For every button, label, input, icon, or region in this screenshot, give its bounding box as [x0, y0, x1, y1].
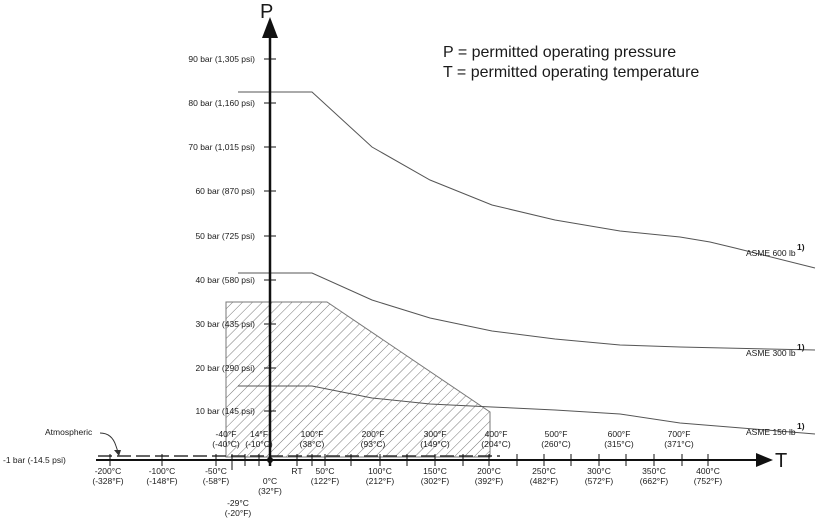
x-label-above: 700°F [668, 429, 691, 439]
t-axis-arrowhead [756, 453, 773, 467]
x-labels-above: -40°F (-40°C) 14°F (-10°C) 100°F (38°C) … [212, 429, 694, 449]
x-label-below: (752°F) [694, 476, 723, 486]
x-label-below: 400°C [696, 466, 720, 476]
y-tick-label: 40 bar (580 psi) [195, 275, 255, 285]
p-axis-label: P [260, 1, 273, 23]
origin-label: 0°C [263, 476, 277, 486]
asme-300-label: ASME 300 lb [746, 348, 796, 358]
asme-150-footnote: 1) [797, 421, 805, 431]
x-label-below: (482°F) [530, 476, 559, 486]
asme-300-footnote: 1) [797, 342, 805, 352]
x-label-above: (93°C) [361, 439, 386, 449]
y-tick-label: 20 bar (290 psi) [195, 363, 255, 373]
y-tick-marks [264, 58, 276, 412]
rt-label: RT [291, 466, 302, 476]
x-label-below: (-328°F) [92, 476, 123, 486]
origin-dot [267, 457, 273, 463]
x-label-below: 350°C [642, 466, 666, 476]
asme-300-curve [238, 272, 816, 351]
x-label-below: (302°F) [421, 476, 450, 486]
x-label-below: (122°F) [311, 476, 340, 486]
x-label-above: (315°C) [604, 439, 634, 449]
x-label-below: -200°C [95, 466, 122, 476]
x-label-below: -100°C [149, 466, 176, 476]
t-axis-label: T [775, 450, 787, 472]
x-label-above: 100°F [301, 429, 324, 439]
origin-label-alt: (32°F) [258, 486, 282, 496]
x-label-below: 300°C [587, 466, 611, 476]
x-label-below: 250°C [532, 466, 556, 476]
x-label-above: (149°C) [420, 439, 450, 449]
p-definition: P = permitted operating pressure [443, 44, 676, 61]
x-label-below: (572°F) [585, 476, 614, 486]
x-label-above: (204°C) [481, 439, 511, 449]
x-label-above: -40°F [216, 429, 237, 439]
x-label-above: 14°F [250, 429, 268, 439]
x-label-below: -29°C [227, 498, 249, 508]
x-label-below: (-148°F) [146, 476, 177, 486]
x-label-above: (-10°C) [245, 439, 273, 449]
x-label-above: (38°C) [300, 439, 325, 449]
y-tick-label: 10 bar (145 psi) [195, 406, 255, 416]
x-label-above: 300°F [424, 429, 447, 439]
x-label-below: (-58°F) [203, 476, 230, 486]
asme-150-curve [238, 385, 816, 435]
asme-600-footnote: 1) [797, 242, 805, 252]
asme-150-label: ASME 150 lb [746, 427, 796, 437]
asme-600-curve [238, 91, 816, 269]
y-tick-label: 50 bar (725 psi) [195, 231, 255, 241]
atmospheric-arrowhead [114, 450, 121, 456]
x-label-above: 600°F [608, 429, 631, 439]
y-tick-label: 70 bar (1,015 psi) [188, 142, 255, 152]
x-label-below: 150°C [423, 466, 447, 476]
x-label-below: -50°C [205, 466, 227, 476]
p-axis-arrowhead [262, 17, 278, 38]
x-label-above: 400°F [485, 429, 508, 439]
y-tick-label: 80 bar (1,160 psi) [188, 98, 255, 108]
negative-pressure-label: -1 bar (-14.5 psi) [3, 455, 66, 465]
atmospheric-label: Atmospheric [45, 427, 93, 437]
t-definition: T = permitted operating temperature [443, 64, 699, 81]
permitted-area [225, 301, 491, 458]
x-label-below: (662°F) [640, 476, 669, 486]
x-label-above: (260°C) [541, 439, 571, 449]
y-tick-label: 90 bar (1,305 psi) [188, 54, 255, 64]
x-label-above: 200°F [362, 429, 385, 439]
x-label-below: 200°C [477, 466, 501, 476]
x-label-below: 50°C [316, 466, 335, 476]
x-tick-marks [109, 454, 709, 470]
x-label-below: (392°F) [475, 476, 504, 486]
x-label-below: (-20°F) [225, 508, 252, 518]
x-label-below: 100°C [368, 466, 392, 476]
y-tick-label: 60 bar (870 psi) [195, 186, 255, 196]
x-label-above: (-40°C) [212, 439, 240, 449]
x-label-above: 500°F [545, 429, 568, 439]
x-labels-below: -200°C (-328°F) -100°C (-148°F) -50°C (-… [92, 466, 722, 518]
x-label-below: (212°F) [366, 476, 395, 486]
y-tick-labels: 10 bar (145 psi) 20 bar (290 psi) 30 bar… [188, 54, 255, 416]
x-label-above: (371°C) [664, 439, 694, 449]
asme-600-label: ASME 600 lb [746, 248, 796, 258]
y-tick-label: 30 bar (435 psi) [195, 319, 255, 329]
atmospheric-pointer [99, 432, 119, 453]
